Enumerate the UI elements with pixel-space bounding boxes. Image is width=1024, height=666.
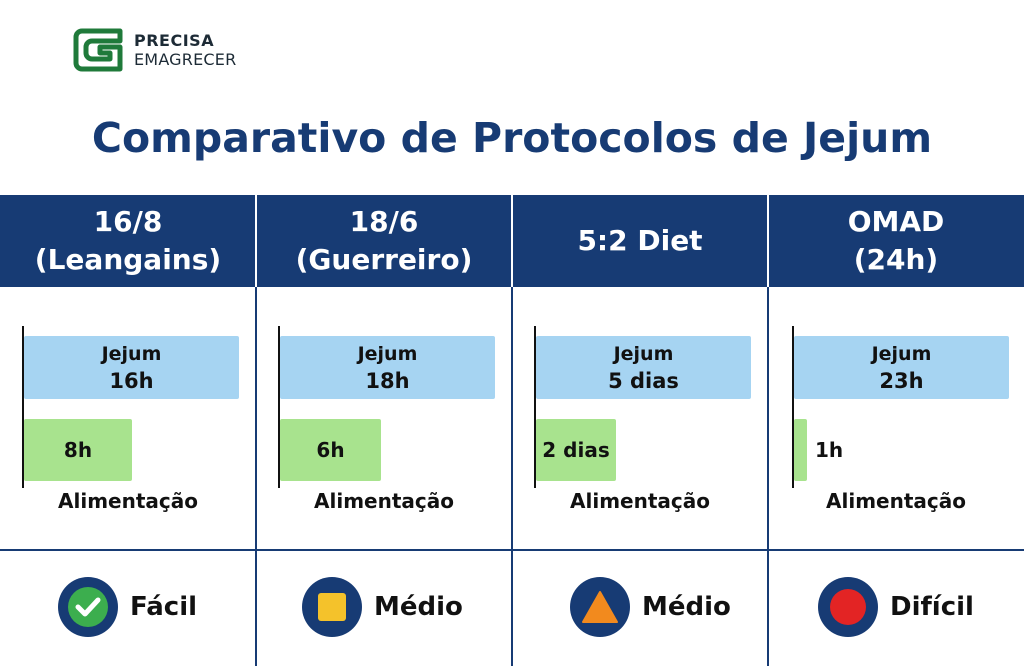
eating-duration-label: 6h — [316, 438, 345, 462]
row-divider — [0, 549, 1024, 551]
difficulty-label: Difícil — [890, 592, 974, 622]
check-icon — [58, 577, 118, 637]
fasting-series-name: Jejum — [613, 342, 674, 365]
difficulty-label: Médio — [642, 592, 731, 622]
eating-bar — [24, 419, 132, 481]
fasting-duration-label: 18h — [365, 368, 410, 393]
brand-name-line2: EMAGRECER — [134, 50, 237, 69]
fasting-bar: Jejum 5 dias — [536, 336, 751, 399]
eating-duration-label: 1h — [815, 438, 844, 462]
bar-axis — [534, 326, 536, 488]
difficulty-indicator: Fácil — [58, 577, 197, 637]
column-title: 16/8 (Leangains) — [34, 205, 222, 276]
eating-series-name: Alimentação — [570, 489, 710, 513]
bar-axis — [278, 326, 280, 488]
fasting-bar: Jejum 16h — [24, 336, 239, 399]
column-divider — [511, 195, 513, 666]
difficulty-label: Fácil — [130, 592, 198, 622]
fasting-duration-label: 16h — [109, 368, 154, 393]
eating-bar — [280, 419, 381, 481]
eating-series-name: Alimentação — [826, 489, 966, 513]
header-divider — [255, 195, 257, 287]
eating-bar — [794, 419, 807, 481]
fasting-series-name: Jejum — [357, 342, 418, 365]
fasting-bar: Jejum 23h — [794, 336, 1009, 399]
triangle-icon — [570, 577, 630, 637]
bar-axis — [792, 326, 794, 488]
brand-logo: PRECISA EMAGRECER — [72, 27, 236, 73]
column-divider — [767, 195, 769, 666]
difficulty-indicator: Médio — [302, 577, 463, 637]
header-divider — [767, 195, 769, 287]
fasting-series-name: Jejum — [101, 342, 162, 365]
column-divider — [255, 195, 257, 666]
square-icon — [302, 577, 362, 637]
fasting-bar: Jejum 18h — [280, 336, 495, 399]
eating-duration-label: 2 dias — [542, 438, 610, 462]
circle-icon — [818, 577, 878, 637]
header-divider — [511, 195, 513, 287]
difficulty-indicator: Médio — [570, 577, 731, 637]
fasting-duration-label: 5 dias — [608, 368, 679, 393]
eating-series-name: Alimentação — [314, 489, 454, 513]
column-title: OMAD (24h) — [847, 205, 945, 276]
brand-name-line1: PRECISA — [134, 31, 215, 50]
eating-bar — [536, 419, 616, 481]
column-title: 18/6 (Guerreiro) — [295, 205, 473, 276]
bar-axis — [22, 326, 24, 488]
page-title: Comparativo de Protocolos de Jejum — [91, 114, 933, 162]
eating-series-name: Alimentação — [58, 489, 198, 513]
difficulty-indicator: Difícil — [818, 577, 974, 637]
fasting-duration-label: 23h — [879, 368, 924, 393]
column-title: 5:2 Diet — [577, 224, 703, 257]
eating-duration-label: 8h — [63, 438, 93, 462]
fasting-series-name: Jejum — [871, 342, 932, 365]
logo-icon — [73, 28, 123, 72]
difficulty-label: Médio — [374, 592, 463, 622]
